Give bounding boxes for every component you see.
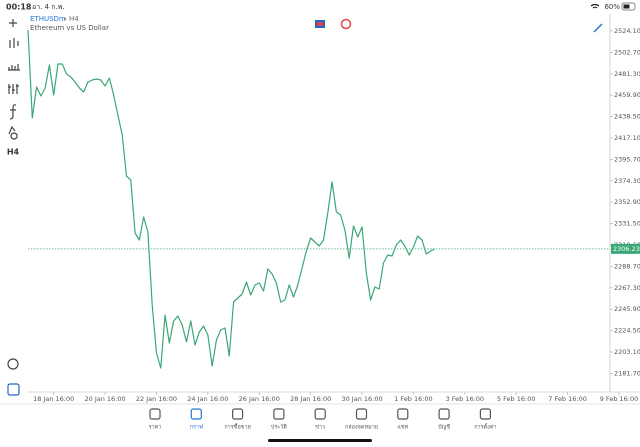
volume-icon[interactable]: [8, 64, 20, 71]
function-icon[interactable]: [9, 104, 17, 120]
chart-type-icon[interactable]: [9, 38, 19, 48]
symbol-timeframe: H4: [69, 15, 79, 23]
tab-label[interactable]: กล่องจดหมาย: [345, 425, 378, 431]
tab-icon[interactable]: [355, 408, 368, 420]
trade-icon[interactable]: [340, 18, 352, 30]
x-tick-label: 26 Jan 16:00: [239, 395, 280, 403]
x-tick-label: 9 Feb 16:00: [600, 395, 639, 403]
x-tick-label: 7 Feb 16:00: [548, 395, 587, 403]
tab-label[interactable]: ข่าว: [315, 425, 325, 431]
last-price-box: [611, 243, 640, 254]
trading-icon[interactable]: [7, 383, 20, 396]
tab-icon[interactable]: [479, 408, 491, 420]
y-tick-label: 2374.30: [614, 177, 640, 185]
x-tick-label: 18 Jan 16:00: [33, 395, 74, 403]
tab-bar: ราคา กราฟ การซื้อขาย ประวัติ ข่าว กล่องจดหมาย…: [149, 408, 497, 431]
symbol-name: ETHUSDm: [30, 15, 66, 23]
separator-dot: [63, 17, 67, 21]
indicators-icon[interactable]: [8, 84, 19, 94]
x-tick-label: 30 Jan 16:00: [341, 395, 382, 403]
tab-label[interactable]: ราคา: [149, 425, 162, 431]
tab-label[interactable]: การตั้งค่า: [474, 423, 496, 431]
tab-label[interactable]: บัญชี: [438, 424, 450, 431]
x-tick-label: 22 Jan 16:00: [136, 395, 177, 403]
y-tick-label: 2438.50: [614, 113, 640, 121]
tab-label[interactable]: การซื้อขาย: [224, 423, 250, 431]
tab-icon[interactable]: [190, 408, 202, 420]
objects-icon[interactable]: [8, 125, 18, 140]
tab-label[interactable]: แชท: [397, 424, 408, 431]
tab-label[interactable]: ประวัติ: [271, 424, 287, 431]
price-line: [27, 29, 436, 369]
x-tick-label: 20 Jan 16:00: [85, 395, 126, 403]
y-tick-label: 2524.10: [614, 27, 640, 35]
y-tick-label: 2481.30: [614, 70, 640, 78]
symbol-description: Ethereum vs US Dollar: [30, 24, 109, 32]
wifi-icon: [590, 3, 600, 9]
tab-icon[interactable]: [397, 408, 409, 420]
tab-icon[interactable]: [232, 408, 244, 420]
battery-level: [623, 4, 630, 9]
tab-icon[interactable]: [438, 408, 450, 420]
one-click-icon-inner: [317, 22, 323, 26]
last-price-label: 2306.23: [613, 245, 640, 253]
y-tick-label: 2224.50: [614, 327, 640, 335]
search-icon[interactable]: [7, 358, 19, 370]
y-tick-label: 2417.10: [614, 134, 640, 142]
status-time: 00:18: [6, 3, 32, 12]
y-tick-label: 2502.70: [614, 48, 640, 56]
y-tick-label: 2395.70: [614, 155, 640, 163]
y-tick-label: 2352.90: [614, 198, 640, 206]
timeframe-button[interactable]: H4: [7, 148, 20, 157]
crosshair-icon[interactable]: [9, 19, 17, 27]
y-tick-label: 2288.70: [614, 262, 640, 270]
x-tick-label: 24 Jan 16:00: [187, 395, 228, 403]
battery-icon: [621, 2, 636, 11]
x-tick-label: 5 Feb 16:00: [497, 395, 536, 403]
x-tick-label: 1 Feb 16:00: [394, 395, 433, 403]
y-tick-label: 2203.10: [614, 348, 640, 356]
home-indicator: [268, 439, 372, 442]
status-battery: 60%: [604, 3, 620, 11]
draw-tool-icon[interactable]: [593, 23, 603, 33]
y-tick-label: 2245.90: [614, 305, 640, 313]
tab-icon[interactable]: [314, 408, 326, 420]
y-tick-label: 2181.70: [614, 369, 640, 377]
plot-area: 2181.70 2203.10 2224.50 2245.90 2267.30 2288.…: [27, 27, 640, 403]
y-tick-label: 2459.90: [614, 91, 640, 99]
status-date: อา. 4 ก.พ.: [32, 3, 65, 11]
tab-label[interactable]: กราฟ: [190, 424, 203, 431]
tab-icon[interactable]: [273, 408, 285, 420]
y-tick-label: 2267.30: [614, 284, 640, 292]
tab-icon[interactable]: [149, 408, 161, 420]
x-tick-label: 28 Jan 16:00: [290, 395, 331, 403]
x-tick-label: 3 Feb 16:00: [446, 395, 485, 403]
y-tick-label: 2331.50: [614, 220, 640, 228]
